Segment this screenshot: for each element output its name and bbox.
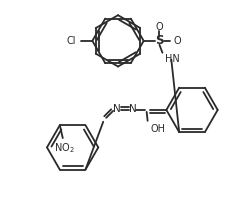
Text: O: O: [156, 22, 163, 32]
Text: OH: OH: [150, 124, 166, 134]
Text: Cl: Cl: [66, 36, 76, 46]
Text: NO$_2$: NO$_2$: [54, 141, 75, 155]
Text: N: N: [113, 104, 121, 114]
Text: HN: HN: [165, 54, 180, 64]
Text: N: N: [129, 104, 137, 114]
Text: S: S: [155, 34, 164, 47]
Text: O: O: [174, 36, 181, 46]
